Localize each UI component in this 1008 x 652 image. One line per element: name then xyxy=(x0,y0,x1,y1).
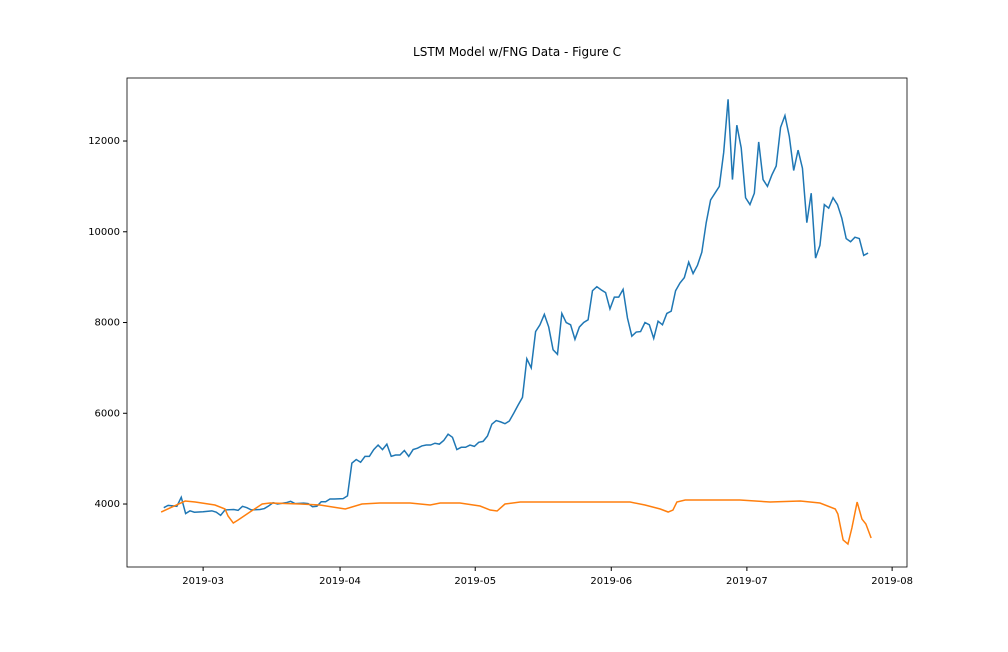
x-tick-label: 2019-07 xyxy=(726,576,768,587)
x-tick-label: 2019-05 xyxy=(454,576,496,587)
y-tick-label: 10000 xyxy=(88,227,120,238)
y-tick-label: 6000 xyxy=(95,408,120,419)
chart-title: LSTM Model w/FNG Data - Figure C xyxy=(413,45,621,59)
x-tick-label: 2019-06 xyxy=(590,576,632,587)
y-tick-label: 4000 xyxy=(95,499,120,510)
y-tick-label: 8000 xyxy=(95,318,120,329)
y-tick-label: 12000 xyxy=(88,136,120,147)
x-tick-label: 2019-03 xyxy=(182,576,224,587)
series-line xyxy=(163,99,869,517)
x-tick-label: 2019-04 xyxy=(319,576,361,587)
series-line xyxy=(160,499,872,546)
x-tick-label: 2019-08 xyxy=(871,576,913,587)
plot-frame xyxy=(126,77,908,568)
